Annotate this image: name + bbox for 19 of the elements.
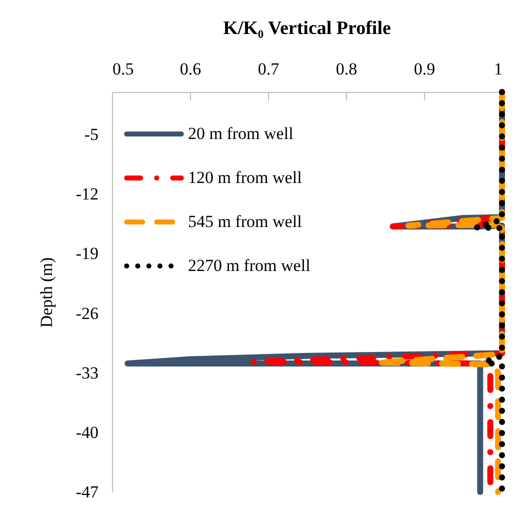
y-axis-title: Depth (m) (36, 257, 56, 328)
x-tick-label: 0.7 (258, 60, 280, 78)
legend-label: 2270 m from well (188, 256, 311, 275)
y-tick-label: -33 (76, 363, 98, 382)
y-tick-label: -5 (84, 125, 98, 144)
legend-label: 545 m from well (188, 212, 302, 231)
x-tick-label: 0.5 (112, 60, 134, 78)
y-tick-label: -26 (76, 304, 98, 323)
x-tick-label: 0.6 (180, 60, 202, 78)
y-tick-label: -12 (76, 184, 98, 204)
y-tick-label: -47 (76, 482, 99, 502)
x-tick-label: 0.8 (336, 60, 358, 78)
x-tick-label: 1 (494, 60, 502, 78)
y-tick-label: -40 (76, 422, 98, 442)
y-tick-label: -19 (76, 244, 98, 264)
legend-label: 120 m from well (188, 168, 302, 187)
legend-label: 20 m from well (188, 124, 294, 143)
x-tick-label: 0.9 (414, 60, 436, 78)
chart-title: K/K₀ Vertical Profile (223, 18, 391, 39)
